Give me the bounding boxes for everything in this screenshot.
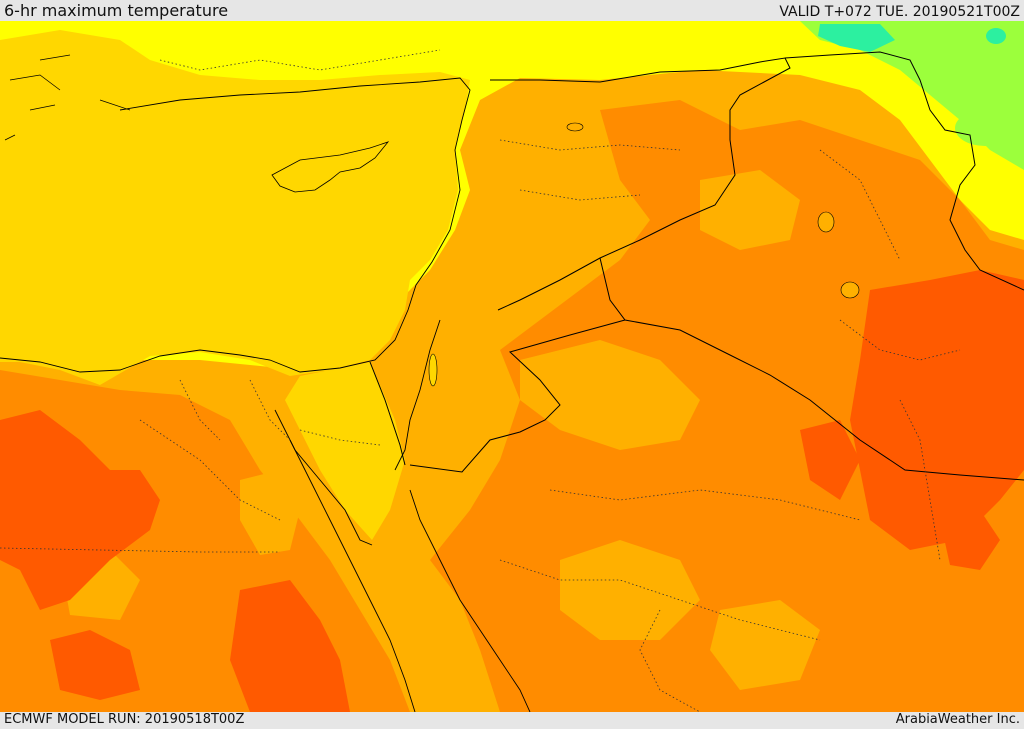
valid-time-label: VALID T+072 TUE. 20190521T00Z bbox=[779, 4, 1020, 20]
lake-tharthar bbox=[817, 211, 835, 233]
cool-green-patch bbox=[800, 21, 1024, 170]
map-title: 6-hr maximum temperature bbox=[4, 1, 229, 20]
border-turkey-iraq bbox=[784, 51, 1024, 291]
temperature-map bbox=[0, 21, 1024, 712]
light-orange-blob-5 bbox=[710, 600, 820, 690]
model-run-label: ECMWF MODEL RUN: 20190518T00Z bbox=[4, 712, 245, 727]
light-orange-blob-4 bbox=[240, 470, 300, 555]
hot-zone-saudi bbox=[800, 420, 860, 500]
hot-zone-egypt-south bbox=[230, 580, 350, 712]
hot-zone-egypt-west bbox=[0, 410, 160, 610]
lake-assad bbox=[566, 122, 584, 132]
footer-bar: ECMWF MODEL RUN: 20190518T00Z ArabiaWeat… bbox=[0, 712, 1024, 729]
admin-boundaries bbox=[0, 49, 961, 712]
hot-zone-nile bbox=[50, 630, 140, 700]
temperature-map-svg bbox=[0, 21, 1024, 712]
hot-zone-iraq bbox=[850, 270, 1024, 550]
cyprus-outline bbox=[271, 141, 390, 193]
border-jordan-iraq-saudi bbox=[599, 257, 1024, 481]
coastline-red-sea bbox=[289, 439, 531, 712]
credit-label: ArabiaWeather Inc. bbox=[895, 712, 1020, 727]
light-orange-blob-2 bbox=[560, 540, 700, 640]
cold-cyan-patch bbox=[818, 24, 895, 52]
coastline-levant bbox=[0, 77, 471, 373]
hot-zone-iraq-south bbox=[940, 510, 1000, 570]
light-orange-blob-1 bbox=[520, 340, 700, 450]
border-jordan-saudi bbox=[409, 319, 626, 473]
sinai-yellow bbox=[285, 362, 405, 540]
mediterranean-sea bbox=[0, 30, 470, 385]
lake-razazah bbox=[840, 281, 860, 299]
cool-green-spot-2 bbox=[955, 110, 1015, 146]
border-egypt-israel bbox=[369, 361, 406, 466]
dead-sea bbox=[428, 353, 438, 387]
aegean-islands bbox=[4, 54, 131, 141]
cool-green-spot bbox=[986, 28, 1006, 44]
header-bar: 6-hr maximum temperature VALID T+072 TUE… bbox=[0, 0, 1024, 21]
